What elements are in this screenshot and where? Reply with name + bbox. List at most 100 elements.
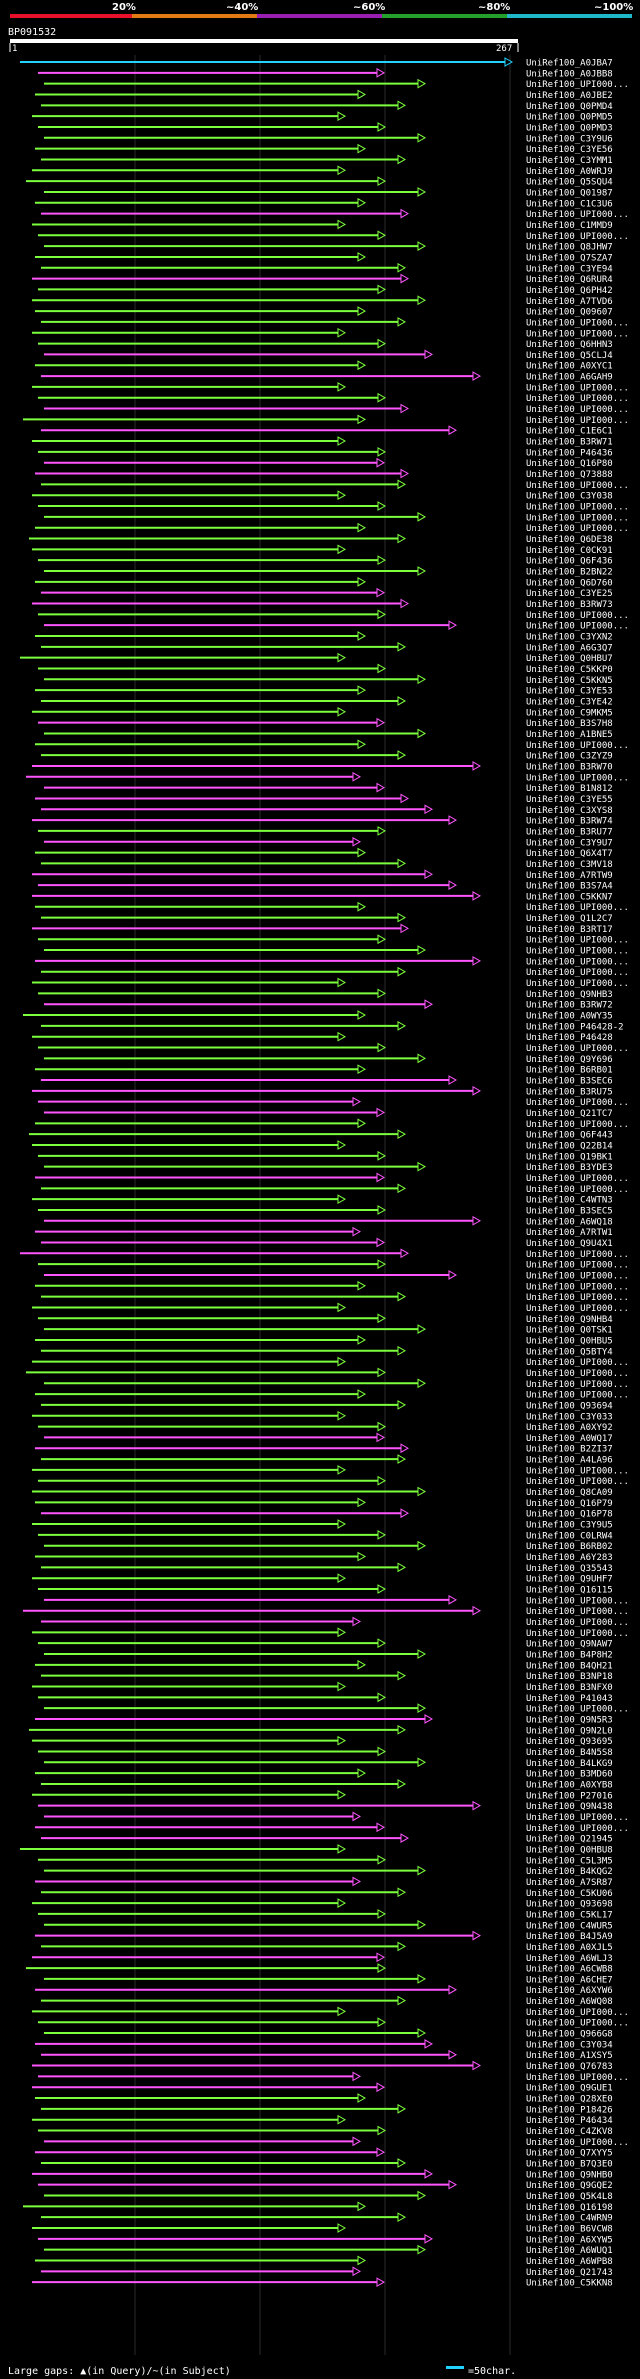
hit-label[interactable]: UniRef100_A6WQ18 — [526, 1217, 613, 1227]
hit-label[interactable]: UniRef100_Q1L2C7 — [526, 914, 613, 924]
hit-row[interactable]: UniRef100_UPI000... — [35, 901, 629, 914]
hit-row[interactable]: UniRef100_B2BN22 — [44, 566, 613, 578]
hit-label[interactable]: UniRef100_P41043 — [526, 1694, 613, 1704]
hit-row[interactable]: UniRef100_Q73888 — [35, 468, 613, 481]
hit-label[interactable]: UniRef100_UPI000... — [526, 2073, 629, 2083]
hit-row[interactable]: UniRef100_UPI000... — [35, 1172, 629, 1184]
hit-label[interactable]: UniRef100_B7Q3E0 — [526, 2160, 613, 2170]
hit-label[interactable]: UniRef100_Q16198 — [526, 2203, 613, 2213]
hit-row[interactable]: UniRef100_UPI000... — [35, 956, 629, 968]
hit-row[interactable]: UniRef100_A6GAH9 — [41, 371, 613, 383]
hit-label[interactable]: UniRef100_C4WTN3 — [526, 1196, 613, 1206]
hit-label[interactable]: UniRef100_Q8JHW7 — [526, 243, 613, 253]
hit-label[interactable]: UniRef100_Q9N2L0 — [526, 1726, 613, 1736]
hit-row[interactable]: UniRef100_A6WLJ3 — [32, 1952, 613, 1964]
hit-row[interactable]: UniRef100_UPI000... — [32, 1302, 629, 1314]
hit-row[interactable]: UniRef100_UPI000... — [38, 2017, 629, 2029]
hit-label[interactable]: UniRef100_UPI000... — [526, 1261, 629, 1271]
hit-label[interactable]: UniRef100_B3SEC5 — [526, 1206, 613, 1216]
hit-label[interactable]: UniRef100_Q966G8 — [526, 2030, 613, 2040]
hit-label[interactable]: UniRef100_UPI000... — [526, 2008, 629, 2018]
hit-label[interactable]: UniRef100_Q0PMD5 — [526, 113, 613, 123]
hit-label[interactable]: UniRef100_UPI000... — [526, 1477, 629, 1487]
hit-row[interactable]: UniRef100_P18426 — [41, 2104, 613, 2116]
hit-row[interactable]: UniRef100_UPI000... — [44, 620, 629, 632]
hit-row[interactable]: UniRef100_Q93694 — [41, 1400, 613, 1412]
hit-label[interactable]: UniRef100_B4N5S8 — [526, 1748, 613, 1758]
hit-label[interactable]: UniRef100_B6RB01 — [526, 1066, 613, 1076]
hit-row[interactable]: UniRef100_A0WRJ9 — [32, 165, 613, 177]
hit-label[interactable]: UniRef100_UPI000... — [526, 1391, 629, 1401]
hit-row[interactable]: UniRef100_UPI000... — [44, 1811, 629, 1823]
hit-label[interactable]: UniRef100_Q9N438 — [526, 1802, 613, 1812]
hit-label[interactable]: UniRef100_C3Y038 — [526, 492, 613, 502]
hit-label[interactable]: UniRef100_C4WRN9 — [526, 2214, 613, 2224]
hit-row[interactable]: UniRef100_A6XYW5 — [38, 2233, 613, 2246]
hit-row[interactable]: UniRef100_UPI000... — [23, 1605, 629, 1618]
hit-row[interactable]: UniRef100_C3ZYZ9 — [41, 750, 613, 762]
hit-row[interactable]: UniRef100_Q6F443 — [29, 1129, 613, 1141]
hit-row[interactable]: UniRef100_C1MMD9 — [32, 219, 613, 231]
hit-label[interactable]: UniRef100_Q21TC7 — [526, 1109, 613, 1119]
hit-row[interactable]: UniRef100_UPI000... — [20, 1248, 629, 1260]
hit-label[interactable]: UniRef100_A0JBE2 — [526, 91, 613, 101]
hit-row[interactable]: UniRef100_C3Y9U5 — [32, 1519, 613, 1531]
hit-label[interactable]: UniRef100_UPI000... — [526, 1466, 629, 1476]
hit-label[interactable]: UniRef100_Q9NHB4 — [526, 1315, 613, 1325]
hit-label[interactable]: UniRef100_C3Y9U5 — [526, 1521, 613, 1531]
hit-row[interactable]: UniRef100_Q19BK1 — [38, 1150, 613, 1163]
hit-label[interactable]: UniRef100_B2BN22 — [526, 568, 613, 578]
hit-row[interactable]: UniRef100_UPI000... — [44, 1270, 629, 1282]
hit-label[interactable]: UniRef100_UPI000... — [526, 947, 629, 957]
hit-row[interactable]: UniRef100_A6WQ08 — [41, 1995, 613, 2008]
hit-row[interactable]: UniRef100_A4LA96 — [41, 1454, 613, 1466]
hit-row[interactable]: UniRef100_Q6HHN3 — [38, 338, 613, 351]
hit-row[interactable]: UniRef100_B3RW70 — [32, 761, 613, 773]
hit-row[interactable]: UniRef100_Q9Y696 — [44, 1053, 613, 1065]
hit-row[interactable]: UniRef100_C4WUR5 — [44, 1919, 613, 1932]
hit-row[interactable]: UniRef100_A1BNE5 — [44, 728, 613, 740]
hit-label[interactable]: UniRef100_B3S7A4 — [526, 882, 613, 892]
hit-row[interactable]: UniRef100_UPI000... — [41, 1183, 629, 1195]
hit-row[interactable]: UniRef100_B3S7H8 — [38, 717, 613, 730]
hit-label[interactable]: UniRef100_UPI000... — [526, 210, 629, 220]
hit-label[interactable]: UniRef100_A6WUQ1 — [526, 2246, 613, 2256]
hit-label[interactable]: UniRef100_A6WPB8 — [526, 2257, 613, 2267]
hit-row[interactable]: UniRef100_Q01987 — [44, 187, 613, 199]
hit-row[interactable]: UniRef100_Q5K4L8 — [44, 2190, 613, 2203]
hit-label[interactable]: UniRef100_Q9NAW7 — [526, 1640, 613, 1650]
hit-row[interactable]: UniRef100_Q9NAW7 — [38, 1638, 613, 1650]
hit-label[interactable]: UniRef100_P46428 — [526, 1033, 613, 1043]
hit-row[interactable]: UniRef100_C3YE94 — [41, 262, 613, 275]
hit-label[interactable]: UniRef100_A6WLJ3 — [526, 1954, 613, 1964]
hit-row[interactable]: UniRef100_Q6F436 — [38, 555, 613, 567]
hit-row[interactable]: UniRef100_Q93695 — [32, 1735, 613, 1748]
hit-row[interactable]: UniRef100_UPI000... — [38, 1475, 629, 1488]
hit-row[interactable]: UniRef100_C3Y033 — [32, 1410, 613, 1423]
hit-label[interactable]: UniRef100_Q9UHF7 — [526, 1575, 613, 1585]
hit-label[interactable]: UniRef100_UPI000... — [526, 513, 629, 523]
hit-row[interactable]: UniRef100_B3RW73 — [32, 598, 613, 611]
hit-label[interactable]: UniRef100_Q0HBU7 — [526, 654, 613, 664]
hit-row[interactable]: UniRef100_Q1L2C7 — [41, 912, 613, 925]
hit-row[interactable]: UniRef100_A0XYB8 — [41, 1779, 613, 1791]
hit-row[interactable]: UniRef100_UPI000... — [32, 1356, 629, 1369]
hit-row[interactable]: UniRef100_C3YXN2 — [35, 631, 613, 643]
hit-label[interactable]: UniRef100_A6XYW6 — [526, 1986, 613, 1996]
hit-row[interactable]: UniRef100_C3YE53 — [35, 685, 613, 697]
hit-row[interactable]: UniRef100_A1XSY5 — [41, 2049, 613, 2062]
hit-label[interactable]: UniRef100_B3YDE3 — [526, 1163, 613, 1173]
hit-row[interactable]: UniRef100_B3YDE3 — [44, 1161, 613, 1174]
hit-row[interactable]: UniRef100_Q7XYY5 — [35, 2147, 613, 2159]
hit-row[interactable]: UniRef100_B2ZI37 — [35, 1443, 613, 1455]
hit-label[interactable]: UniRef100_UPI000... — [526, 1250, 629, 1260]
hit-label[interactable]: UniRef100_Q09607 — [526, 308, 613, 318]
hit-row[interactable]: UniRef100_UPI000... — [32, 1465, 629, 1477]
hit-row[interactable]: UniRef100_Q09607 — [35, 306, 613, 318]
hit-label[interactable]: UniRef100_Q9Y696 — [526, 1055, 613, 1065]
hit-row[interactable]: UniRef100_Q9GQE2 — [38, 2179, 613, 2192]
hit-label[interactable]: UniRef100_A0WRJ9 — [526, 167, 613, 177]
hit-label[interactable]: UniRef100_B4J5A9 — [526, 1932, 613, 1942]
hit-label[interactable]: UniRef100_C3Y9U6 — [526, 134, 613, 144]
hit-row[interactable]: UniRef100_B6VCW8 — [32, 2223, 613, 2235]
